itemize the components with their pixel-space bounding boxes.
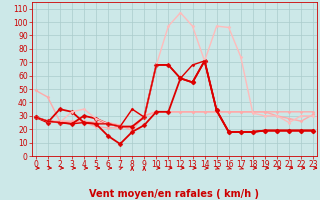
- X-axis label: Vent moyen/en rafales ( km/h ): Vent moyen/en rafales ( km/h ): [89, 189, 260, 199]
